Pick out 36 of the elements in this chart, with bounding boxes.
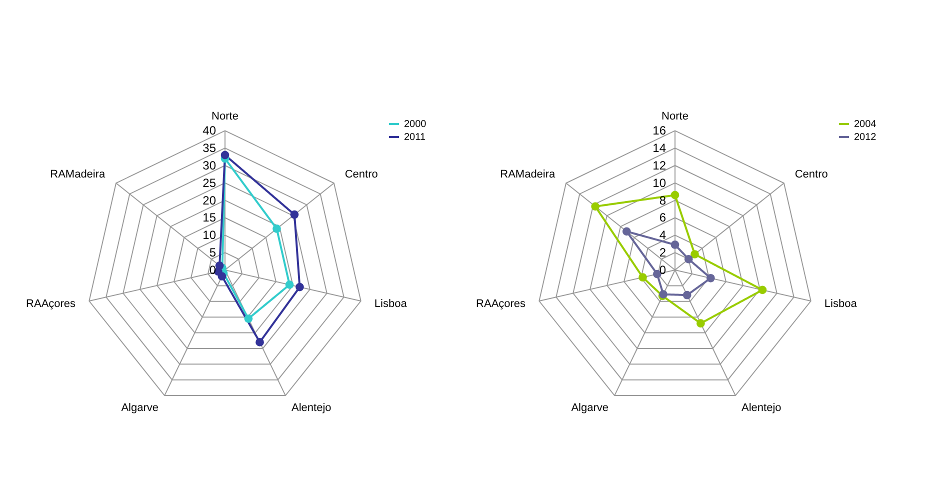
y-tick-label: 4 xyxy=(659,228,666,242)
y-tick-label: 12 xyxy=(652,158,666,172)
spoke-label: RAMadeira xyxy=(50,168,106,180)
spoke-label: Algarve xyxy=(121,402,158,414)
spoke-label: Alentejo xyxy=(292,402,332,414)
spoke-label: Norte xyxy=(662,110,688,123)
y-tick-label: 35 xyxy=(202,141,216,156)
spoke-label: Alentejo xyxy=(742,402,782,414)
y-tick-label: 30 xyxy=(202,158,216,172)
y-tick-label: 14 xyxy=(652,141,666,156)
y-tick-label: 15 xyxy=(202,210,216,225)
spoke-label: RAMadeira xyxy=(500,168,556,180)
legend-label: 2012 xyxy=(854,132,877,143)
y-tick-label: 2 xyxy=(659,246,666,260)
spoke-label: Norte xyxy=(212,110,238,123)
y-tick-label: 0 xyxy=(659,263,666,277)
spoke-label: Lisboa xyxy=(824,298,858,310)
spoke-label: RAAçores xyxy=(26,298,76,310)
y-tick-label: 5 xyxy=(209,246,216,260)
y-tick-label: 16 xyxy=(652,124,666,138)
y-tick-label: 25 xyxy=(202,176,216,190)
y-tick-label: 0 xyxy=(209,263,216,277)
spoke-label: RAAçores xyxy=(476,298,526,310)
y-tick-label: 10 xyxy=(202,228,216,242)
spoke-label: Centro xyxy=(344,168,378,180)
legend-label: 2000 xyxy=(404,119,427,130)
y-tick-label: 6 xyxy=(659,210,666,225)
y-tick-label: 40 xyxy=(202,124,216,138)
y-tick-label: 8 xyxy=(659,193,666,208)
y-tick-label: 20 xyxy=(202,193,216,208)
spoke-label: Lisboa xyxy=(374,298,408,310)
legend-label: 2004 xyxy=(854,119,877,130)
legend-label: 2011 xyxy=(404,132,426,143)
y-tick-label: 10 xyxy=(652,176,666,190)
spoke-label: Algarve xyxy=(571,402,608,414)
spoke-label: Centro xyxy=(794,168,828,180)
